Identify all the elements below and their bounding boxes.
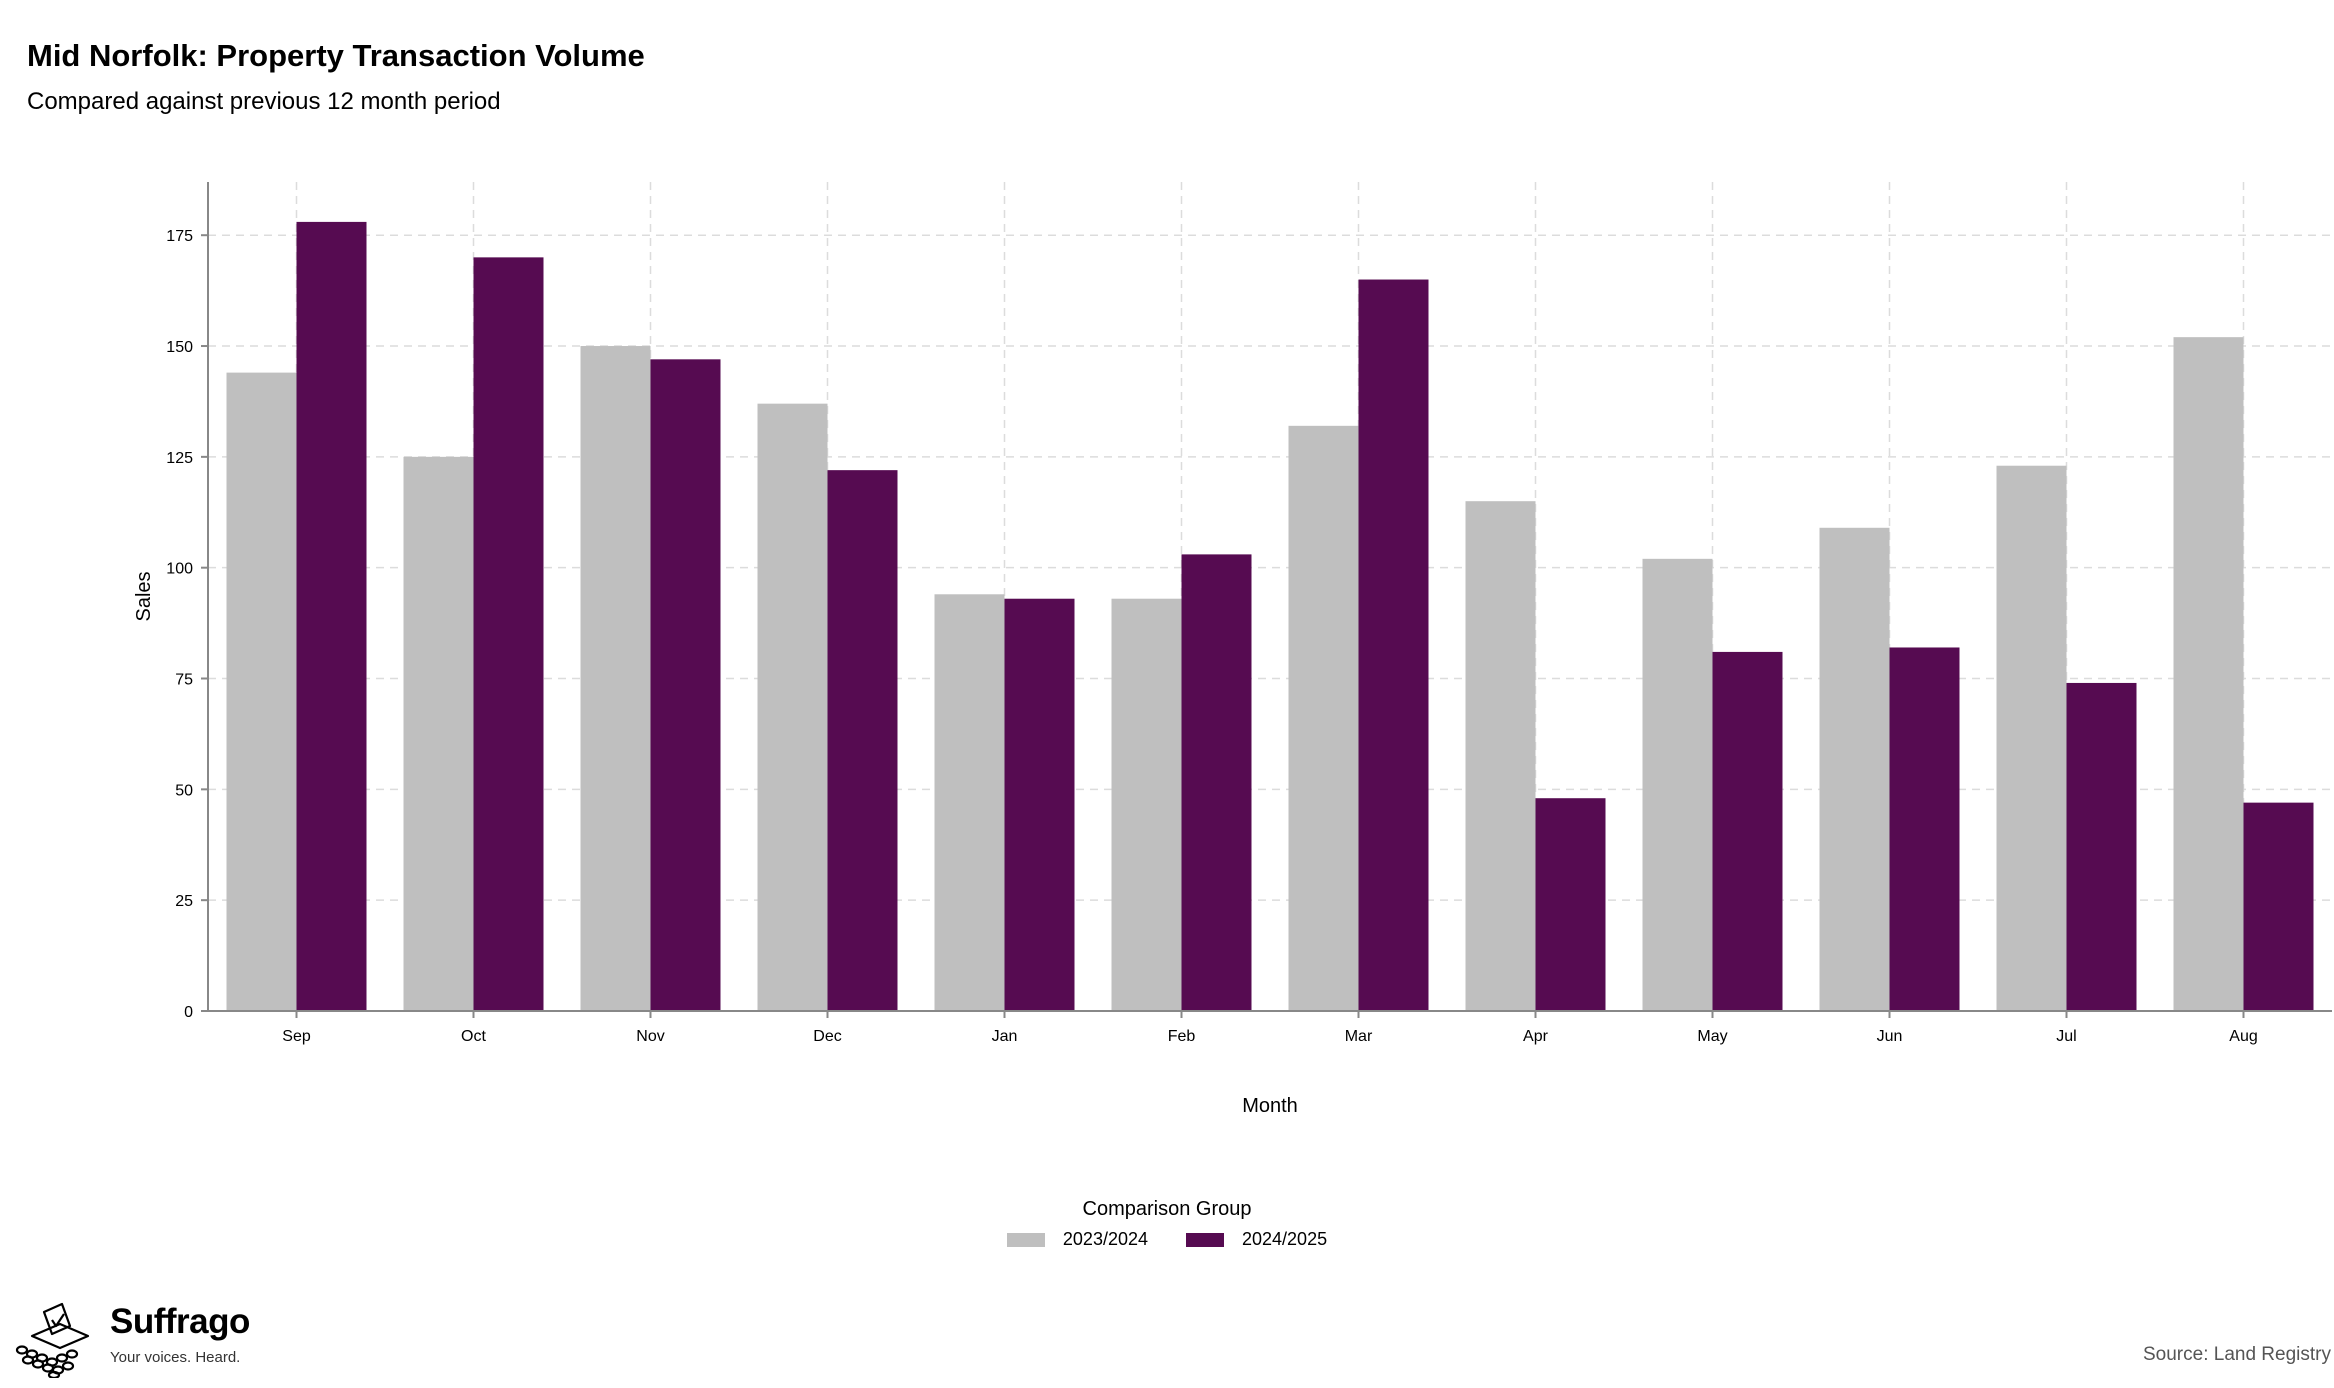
legend-items: 2023/2024 2024/2025 bbox=[0, 1229, 2334, 1250]
x-tick-label: Jul bbox=[2056, 1028, 2076, 1045]
legend-label: 2024/2025 bbox=[1242, 1229, 1328, 1249]
legend-label: 2023/2024 bbox=[1062, 1229, 1148, 1249]
bar-2023-2024-Sep bbox=[226, 372, 297, 1011]
x-tick-label: Apr bbox=[1523, 1028, 1549, 1045]
x-tick-label: Dec bbox=[813, 1028, 841, 1045]
legend-item: 2024/2025 bbox=[1186, 1229, 1327, 1250]
y-tick-label: 100 bbox=[166, 561, 193, 578]
bar-2023-2024-Jun bbox=[1819, 527, 1890, 1011]
bar-2023-2024-Dec bbox=[757, 403, 828, 1012]
bar-2024-2025-Aug bbox=[2243, 802, 2314, 1011]
bar-2024-2025-Jul bbox=[2066, 682, 2137, 1011]
brand: Suffrago Your voices. Heard. bbox=[14, 1296, 250, 1378]
bar-2023-2024-Aug bbox=[2173, 337, 2244, 1012]
bar-2024-2025-Dec bbox=[827, 470, 898, 1011]
bar-2024-2025-May bbox=[1712, 651, 1783, 1011]
y-tick-label: 0 bbox=[184, 1004, 193, 1021]
brand-name: Suffrago bbox=[110, 1302, 250, 1341]
x-tick-label: Feb bbox=[1168, 1028, 1196, 1045]
bar-2024-2025-Oct bbox=[473, 257, 544, 1011]
x-axis-title: Month bbox=[1242, 1095, 1298, 1117]
x-tick-label: Jun bbox=[1877, 1028, 1903, 1045]
x-tick-label: May bbox=[1697, 1028, 1727, 1045]
bar-2023-2024-Nov bbox=[580, 346, 651, 1011]
legend-swatch bbox=[1006, 1232, 1045, 1247]
source-note: Source: Land Registry bbox=[2143, 1344, 2331, 1365]
bar-2023-2024-Oct bbox=[403, 456, 474, 1012]
y-tick-label: 50 bbox=[175, 782, 193, 799]
chart-title: Mid Norfolk: Property Transaction Volume bbox=[27, 38, 645, 73]
bars bbox=[226, 221, 2314, 1012]
x-tick-label: Sep bbox=[282, 1028, 311, 1045]
y-tick-label: 25 bbox=[175, 893, 193, 910]
axes bbox=[201, 182, 2332, 1018]
legend-item: 2023/2024 bbox=[1006, 1229, 1148, 1250]
x-tick-label: Nov bbox=[636, 1028, 664, 1045]
y-tick-label: 125 bbox=[166, 450, 193, 467]
bar-2024-2025-Jan bbox=[1004, 598, 1075, 1011]
axis-labels: 0 25 50 75 100 125 150 175 Sep Oct Nov Dec Jan Feb Mar… bbox=[133, 228, 2258, 1117]
y-tick-label: 75 bbox=[175, 672, 193, 689]
bar-2023-2024-Mar bbox=[1288, 425, 1359, 1012]
bar-2023-2024-Feb bbox=[1111, 598, 1182, 1011]
bar-2024-2025-Jun bbox=[1889, 647, 1960, 1011]
x-tick-label: Aug bbox=[2229, 1028, 2257, 1045]
legend-title: Comparison Group bbox=[1082, 1198, 1252, 1220]
x-tick-label: Oct bbox=[461, 1028, 486, 1045]
y-tick-label: 175 bbox=[166, 228, 193, 245]
bar-2024-2025-Apr bbox=[1535, 798, 1606, 1011]
y-axis-title: Sales bbox=[133, 571, 155, 621]
bar-2023-2024-May bbox=[1642, 558, 1713, 1011]
legend: Comparison Group 2023/2024 2024/2025 bbox=[0, 1198, 2334, 1250]
bar-2023-2024-Apr bbox=[1465, 501, 1536, 1011]
bar-2024-2025-Nov bbox=[650, 359, 721, 1012]
chart-subtitle: Compared against previous 12 month perio… bbox=[27, 88, 501, 115]
brand-tagline: Your voices. Heard. bbox=[110, 1349, 241, 1366]
legend-swatch bbox=[1186, 1232, 1224, 1247]
x-tick-label: Mar bbox=[1345, 1028, 1373, 1045]
bar-2023-2024-Jan bbox=[934, 594, 1005, 1011]
bar-2024-2025-Feb bbox=[1181, 554, 1252, 1011]
y-tick-label: 150 bbox=[166, 339, 193, 356]
bar-2024-2025-Sep bbox=[296, 221, 367, 1012]
bar-2023-2024-Jul bbox=[1996, 465, 2067, 1011]
x-tick-label: Jan bbox=[992, 1028, 1018, 1045]
ballot-box-icon bbox=[15, 1302, 90, 1378]
bar-2024-2025-Mar bbox=[1358, 279, 1429, 1011]
